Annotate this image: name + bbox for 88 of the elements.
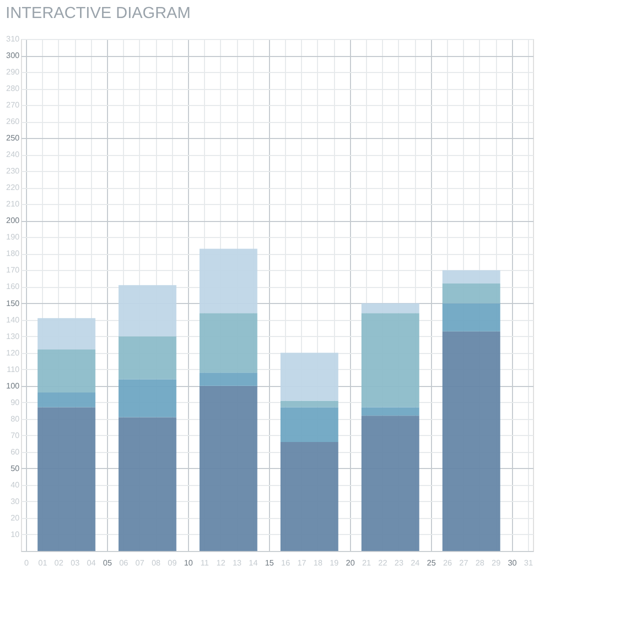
bar (442, 331, 500, 551)
x-tick-label: 30 (508, 558, 518, 568)
bar (361, 313, 420, 408)
y-tick-label: 310 (6, 34, 20, 44)
bar (38, 407, 96, 551)
bar (442, 283, 500, 304)
bar (200, 372, 258, 386)
y-tick-label: 130 (6, 332, 20, 341)
x-tick-label: 09 (168, 558, 178, 568)
y-tick-label: 300 (6, 51, 20, 60)
y-tick-label: 210 (6, 200, 20, 209)
x-tick-label: 24 (410, 558, 420, 568)
y-tick-label: 260 (6, 117, 20, 126)
x-tick-label: 13 (232, 558, 242, 568)
y-tick-label: 150 (6, 298, 20, 308)
x-tick-label: 27 (459, 558, 469, 568)
bar (280, 407, 338, 442)
bar (118, 417, 176, 551)
x-tick-label: 05 (103, 558, 112, 568)
x-tick-label: 0 (24, 558, 30, 568)
x-tick-label: 16 (281, 558, 291, 568)
bar (280, 442, 338, 551)
bar (118, 379, 176, 418)
x-tick-label: 25 (426, 558, 436, 568)
x-tick-label: 03 (70, 558, 80, 568)
y-tick-label: 20 (10, 513, 20, 522)
y-tick-label: 80 (10, 414, 20, 424)
y-tick-label: 110 (6, 364, 20, 374)
x-tick-label: 14 (248, 558, 258, 568)
bar (442, 270, 500, 284)
x-tick-label: 12 (216, 558, 226, 568)
x-tick-label: 17 (297, 558, 307, 568)
x-tick-label: 29 (492, 558, 502, 568)
y-tick-label: 160 (6, 282, 20, 292)
y-tick-label: 90 (10, 398, 20, 407)
y-tick-label: 10 (10, 530, 20, 539)
y-tick-label: 140 (6, 315, 20, 324)
bar (361, 407, 420, 416)
x-tick-label: 02 (54, 558, 64, 568)
bar (118, 336, 176, 380)
y-tick-label: 270 (6, 100, 20, 110)
x-tick-label: 19 (330, 558, 340, 568)
y-tick-label: 280 (6, 84, 20, 94)
x-tick-label: 11 (200, 558, 210, 568)
x-tick-label: 10 (184, 558, 194, 568)
x-tick-label: 08 (152, 558, 162, 568)
y-tick-label: 170 (6, 266, 20, 275)
x-tick-label: 26 (443, 558, 453, 568)
x-tick-label: 21 (362, 558, 372, 568)
x-tick-label: 23 (394, 558, 404, 568)
y-tick-label: 60 (10, 447, 20, 456)
bar (200, 313, 258, 373)
bar (38, 318, 96, 350)
x-tick-label: 20 (346, 558, 356, 568)
x-tick-label: 28 (475, 558, 485, 568)
x-tick-label: 18 (314, 558, 323, 568)
bar (118, 285, 176, 336)
y-tick-label: 70 (10, 430, 20, 440)
bar (361, 416, 420, 551)
y-tick-label: 220 (6, 183, 20, 192)
y-tick-label: 180 (6, 249, 20, 258)
bar (38, 392, 96, 408)
y-tick-label: 100 (6, 381, 20, 390)
x-tick-label: 22 (378, 558, 388, 568)
y-tick-label: 240 (6, 150, 20, 160)
bar (38, 350, 96, 392)
y-tick-label: 230 (6, 166, 20, 176)
y-tick-label: 200 (6, 216, 20, 226)
bar (280, 400, 338, 408)
y-tick-label: 30 (10, 496, 20, 506)
y-tick-label: 190 (6, 232, 20, 242)
bar (442, 303, 500, 332)
bar (200, 386, 258, 551)
x-tick-label: 04 (86, 558, 96, 568)
x-tick-label: 06 (119, 558, 129, 568)
y-tick-label: 290 (6, 68, 20, 77)
y-tick-label: 120 (6, 348, 20, 358)
bar (200, 248, 258, 314)
y-tick-label: 250 (6, 134, 20, 143)
y-tick-label: 50 (10, 464, 20, 473)
x-tick-label: 07 (135, 558, 145, 568)
x-tick-label: 31 (524, 558, 534, 568)
x-tick-label: 15 (264, 558, 274, 568)
bar (361, 303, 420, 314)
x-tick-label: 01 (38, 558, 48, 568)
bar (280, 352, 338, 401)
y-tick-label: 40 (10, 480, 20, 490)
chart-title: INTERACTIVE DIAGRAM (6, 5, 191, 22)
